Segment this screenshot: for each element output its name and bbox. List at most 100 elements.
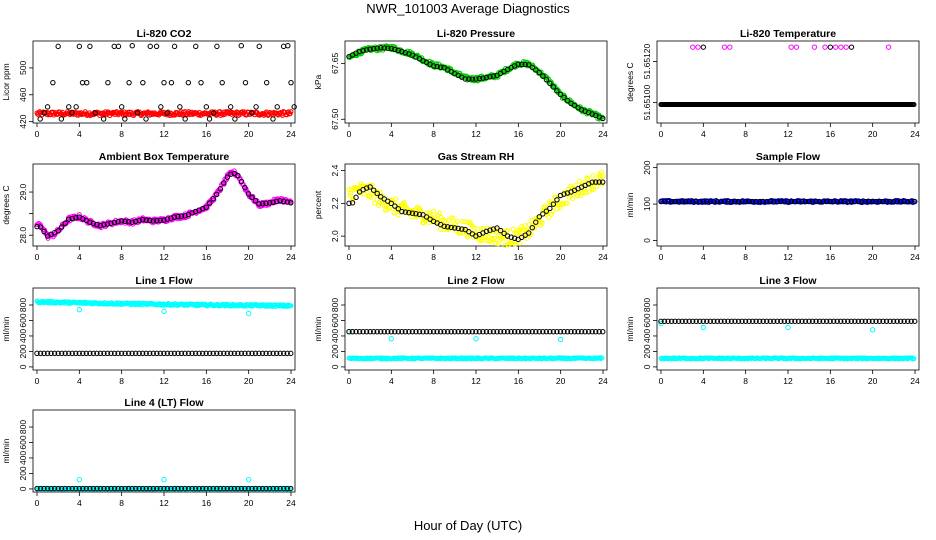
data-point [66,350,72,357]
series-black-curve-sparse [34,170,294,239]
x-tick-label: 24 [286,376,296,386]
data-point [813,198,819,205]
data-point [249,110,255,116]
data-point [441,329,447,335]
data-point [732,198,738,205]
data-point [147,485,153,492]
data-point [536,215,542,221]
data-point [661,318,668,324]
data-point [270,116,276,122]
x-tick-label: 8 [119,498,124,508]
data-point [707,318,714,324]
data-point [469,329,476,335]
data-point [154,350,160,357]
data-point [830,318,837,324]
data-point [356,48,363,55]
panel-title: Line 3 Flow [759,275,817,287]
data-point [161,217,167,223]
data-point [409,210,416,216]
data-point [494,225,500,231]
data-point [76,485,82,492]
x-tick-label: 12 [159,129,169,139]
data-point [399,208,405,215]
data-point [450,215,456,221]
data-point [515,61,521,67]
data-point [177,104,183,110]
panel-title: Li-820 Pressure [437,28,515,40]
data-point [721,44,728,50]
data-point [459,226,465,232]
data-point [557,329,564,335]
x-tick-label: 20 [244,376,254,386]
data-point [76,476,83,483]
data-point [714,318,721,324]
y-tick-label: 800 [330,298,340,312]
data-point [161,79,167,86]
data-point [901,198,907,205]
data-point [363,185,370,191]
data-point [599,355,605,361]
data-point [483,329,490,335]
x-tick-label: 4 [77,252,82,262]
y-axis-label: kPa [313,74,323,89]
x-tick-label: 8 [119,376,124,386]
series-magenta-curve [34,168,294,241]
data-point [97,350,104,357]
data-point [542,203,548,209]
data-point [178,213,185,219]
data-point [84,79,90,86]
data-point [277,350,283,357]
data-point [504,329,511,335]
data-point [171,485,178,492]
data-point [252,350,259,357]
y-tick-label: 28.0 [18,227,28,244]
data-point [51,485,58,492]
data-point [462,329,469,335]
data-point [508,234,514,240]
data-point [890,198,897,205]
data-point [554,197,560,203]
data-point [259,350,266,357]
data-point [34,485,40,492]
data-point [175,485,181,492]
data-point [564,329,571,335]
data-point [253,104,259,110]
data-point [876,198,883,205]
x-tick-label: 0 [347,376,352,386]
data-point [517,240,523,246]
data-point [62,485,68,492]
data-point [866,198,872,205]
y-tick-label: 600 [18,435,28,449]
data-point [108,220,114,226]
data-point [487,329,493,335]
data-point [199,485,206,492]
data-point [753,318,759,324]
data-point [862,318,869,324]
data-point [848,318,855,324]
data-point [820,198,826,205]
data-point [437,329,444,335]
data-point [44,350,51,357]
y-tick-label: 400 [18,451,28,465]
data-point [376,203,382,209]
data-point [441,223,447,229]
data-point [214,485,220,492]
data-point [459,329,465,335]
data-point [526,222,532,228]
data-point [575,329,581,335]
data-point [349,329,356,335]
data-point [158,104,164,110]
plot-frame [32,409,296,493]
series-red-band [34,109,294,119]
data-point [245,310,252,317]
data-point [37,224,44,230]
data-point [147,217,153,224]
data-point [175,213,181,220]
x-tick-label: 24 [286,498,296,508]
data-point [168,350,174,357]
data-point [402,209,409,215]
data-point [912,318,918,324]
data-point [672,198,678,205]
data-point [727,44,733,50]
data-point [511,235,518,241]
